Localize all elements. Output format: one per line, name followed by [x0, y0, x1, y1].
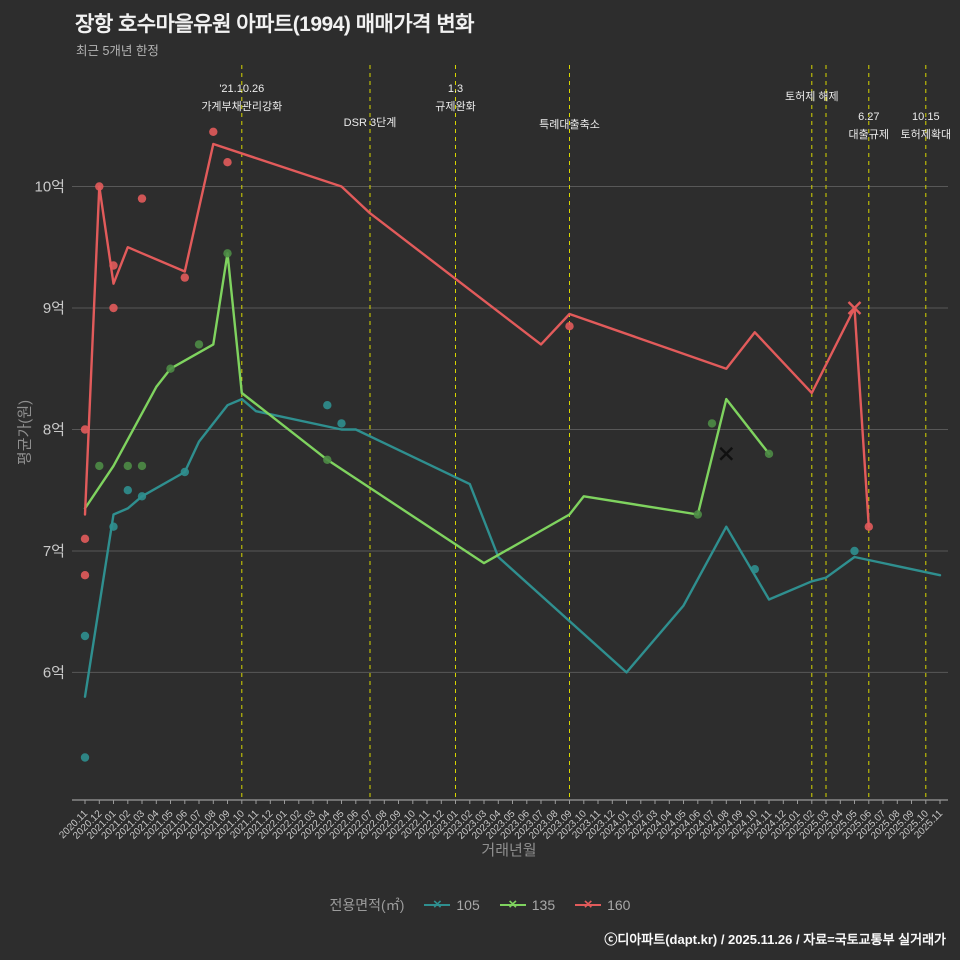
transaction-dot	[850, 546, 859, 556]
transaction-dot	[123, 461, 132, 471]
transaction-dot	[223, 249, 232, 258]
transaction-dot	[137, 492, 147, 501]
legend: 전용면적(㎡) × 105 × 135 × 160	[0, 895, 960, 915]
series-160	[80, 127, 873, 580]
chart-subtitle: 최근 5개년 한정	[76, 44, 159, 58]
transaction-dot	[109, 261, 118, 270]
annotation-label: 가계부채관리강화	[201, 100, 282, 113]
annotation-label: 규제완화	[435, 100, 475, 113]
series-line	[83, 397, 942, 698]
footer-credit: ⓒ디아파트(dapt.kr) / 2025.11.26 / 자료=국토교통부 실…	[604, 932, 946, 947]
x-line-marker-icon: ×	[499, 897, 526, 913]
transaction-dot	[80, 631, 90, 641]
legend-item-160: × 160	[575, 897, 630, 913]
y-axis-title: 평균가(원)	[16, 399, 34, 466]
annotation-label: 토허제확대	[900, 128, 951, 141]
transaction-dot	[123, 486, 132, 495]
legend-item-105: × 105	[424, 897, 480, 913]
gridlines	[72, 186, 948, 673]
transaction-dot	[109, 303, 118, 313]
series-105	[80, 397, 942, 762]
transaction-dot	[209, 127, 218, 136]
annotation-label: DSR 3단계	[344, 116, 397, 129]
transaction-dot	[137, 194, 147, 203]
x-line-marker-icon: ×	[575, 897, 602, 913]
transaction-dot	[323, 401, 332, 410]
y-tick-label: 9억	[43, 300, 65, 317]
legend-label: 135	[531, 897, 556, 913]
transaction-dot	[194, 340, 204, 349]
series-line	[83, 252, 771, 565]
transaction-dot	[80, 425, 90, 434]
x-marker	[847, 301, 862, 315]
y-tick-label: 6억	[43, 664, 65, 681]
y-tick-label: 10억	[35, 179, 66, 196]
chart-title: 장항 호수마을유원 아파트(1994) 매매가격 변화	[75, 13, 474, 36]
legend-label: 160	[607, 897, 631, 913]
transaction-dot	[180, 273, 189, 282]
y-tick-label: 7억	[43, 543, 65, 560]
transaction-dot	[80, 534, 90, 543]
annotation-label: '21.10.26	[219, 83, 264, 95]
transaction-dot	[764, 449, 774, 458]
transaction-dot	[180, 467, 189, 477]
transaction-dot	[707, 419, 717, 428]
x-line-marker-icon: ×	[424, 897, 451, 913]
transaction-dot	[693, 510, 702, 519]
annotation-label: 토허제 해제	[785, 89, 839, 103]
annotation-label: 1.3	[448, 83, 463, 95]
transaction-dot	[323, 455, 332, 464]
series-135	[83, 249, 774, 565]
transaction-dot	[80, 571, 90, 580]
transaction-dot	[95, 182, 104, 191]
transaction-dot	[80, 753, 90, 762]
annotation-label: 특례대출축소	[539, 118, 600, 131]
legend-title: 전용면적(㎡)	[329, 897, 405, 913]
legend-item-135: × 135	[499, 897, 556, 913]
transaction-dot	[95, 461, 104, 471]
x-marker	[719, 446, 734, 461]
transaction-dot	[166, 364, 175, 373]
annotation-label: 6.27	[858, 111, 879, 123]
transaction-dot	[750, 565, 759, 574]
transaction-dot	[337, 419, 346, 428]
transaction-dot	[137, 461, 147, 471]
annotation-label: 10.15	[912, 111, 940, 123]
y-tick-label: 8억	[43, 422, 65, 439]
x-axis-title: 거래년월	[481, 842, 537, 859]
transaction-dot	[223, 158, 232, 167]
transaction-dot	[565, 322, 574, 331]
series-line	[83, 142, 870, 528]
legend-label: 105	[456, 897, 480, 913]
transaction-dot	[109, 522, 118, 531]
transaction-dot	[864, 522, 873, 531]
annotation-label: 대출규제	[849, 128, 889, 141]
